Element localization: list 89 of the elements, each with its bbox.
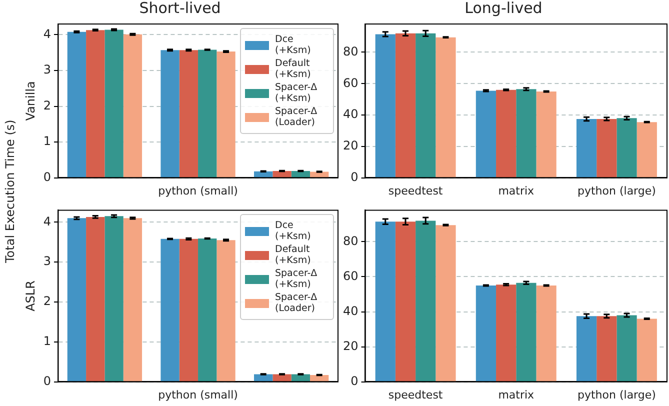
bar bbox=[67, 32, 86, 178]
chart-title: Long-lived bbox=[464, 0, 542, 17]
bar bbox=[375, 222, 396, 382]
y-tick-label: 80 bbox=[342, 44, 358, 58]
y-tick-label: 40 bbox=[342, 304, 358, 318]
x-tick-label: python (large) bbox=[577, 388, 656, 402]
y-tick-label: 3 bbox=[43, 62, 52, 77]
bar bbox=[536, 285, 556, 382]
bar bbox=[254, 171, 273, 178]
bar bbox=[104, 216, 124, 382]
x-tick-label: speedtest bbox=[388, 388, 444, 402]
legend-label: Default (+Ksm) bbox=[275, 244, 312, 266]
y-tick-label: 20 bbox=[342, 338, 358, 353]
y-tick-label: 2 bbox=[43, 294, 52, 308]
y-tick-label: 20 bbox=[342, 138, 358, 153]
bar bbox=[516, 89, 536, 178]
x-tick-label: matrix bbox=[498, 184, 535, 198]
x-tick-label: matrix bbox=[498, 388, 535, 402]
bar bbox=[291, 374, 310, 382]
legend-label: Dce (+Ksm) bbox=[275, 34, 312, 56]
y-tick-label: 0 bbox=[43, 374, 52, 388]
bar bbox=[160, 50, 180, 178]
bar bbox=[67, 218, 86, 382]
legend-label: Spacer-Δ (Loader) bbox=[275, 106, 318, 128]
bar bbox=[596, 316, 617, 382]
bar bbox=[254, 374, 273, 382]
bar bbox=[496, 90, 516, 178]
y-axis-title: ASLR bbox=[23, 280, 38, 312]
x-tick-label: speedtest bbox=[388, 184, 444, 198]
bar bbox=[496, 284, 516, 382]
bar bbox=[436, 225, 456, 382]
bar bbox=[636, 122, 657, 178]
bar bbox=[395, 222, 416, 382]
bar bbox=[198, 50, 217, 178]
bar bbox=[576, 316, 597, 382]
legend-label: Dce (+Ksm) bbox=[275, 220, 312, 242]
bar bbox=[616, 315, 637, 382]
bar bbox=[596, 118, 617, 178]
y-tick-label: 80 bbox=[342, 234, 358, 248]
bar bbox=[416, 33, 436, 178]
bar bbox=[86, 30, 105, 178]
legend-label: Spacer-Δ (+Ksm) bbox=[275, 268, 318, 290]
y-tick-label: 3 bbox=[43, 254, 52, 268]
bar bbox=[123, 218, 142, 382]
x-tick-label: python (small) bbox=[158, 388, 238, 402]
bar bbox=[416, 220, 436, 382]
y-tick-label: 4 bbox=[43, 214, 52, 228]
bar bbox=[216, 52, 236, 178]
bar bbox=[291, 171, 310, 178]
bar bbox=[436, 37, 456, 178]
bar bbox=[86, 216, 105, 382]
y-tick-label: 60 bbox=[342, 76, 358, 90]
bar bbox=[375, 34, 396, 178]
bar bbox=[179, 50, 198, 178]
legend-label: Spacer-Δ (Loader) bbox=[275, 292, 318, 314]
bar bbox=[310, 172, 329, 178]
bar bbox=[272, 171, 292, 178]
text: Total Execution Time (s) bbox=[3, 120, 17, 263]
legend-label: Default (+Ksm) bbox=[275, 58, 312, 80]
bar bbox=[310, 375, 329, 382]
bar bbox=[476, 285, 496, 382]
bar bbox=[123, 34, 142, 178]
bar bbox=[576, 118, 597, 178]
bar bbox=[272, 374, 292, 382]
y-tick-label: 60 bbox=[342, 268, 358, 283]
y-tick-label: 40 bbox=[342, 107, 358, 122]
bar bbox=[216, 240, 236, 382]
bar bbox=[616, 118, 637, 178]
y-tick-label: 0 bbox=[43, 170, 52, 184]
bar bbox=[536, 91, 556, 178]
bar bbox=[160, 238, 180, 382]
legend-label: Spacer-Δ (+Ksm) bbox=[275, 82, 318, 104]
chart-title: Short-lived bbox=[139, 0, 221, 17]
bar bbox=[636, 318, 657, 382]
x-tick-label: python (large) bbox=[577, 184, 656, 198]
x-tick-label: python (small) bbox=[158, 184, 238, 198]
y-axis-title: Vanilla bbox=[23, 81, 38, 121]
y-tick-label: 2 bbox=[43, 98, 52, 112]
y-tick-label: 1 bbox=[43, 334, 52, 348]
bar bbox=[476, 90, 496, 178]
y-tick-label: 4 bbox=[43, 26, 52, 41]
bar bbox=[104, 30, 124, 178]
bar bbox=[198, 238, 217, 382]
bar bbox=[395, 33, 416, 178]
y-tick-label: 1 bbox=[43, 134, 52, 148]
bar bbox=[179, 238, 198, 382]
y-tick-label: 0 bbox=[350, 374, 358, 388]
y-tick-label: 0 bbox=[350, 170, 358, 184]
bar bbox=[516, 282, 536, 382]
